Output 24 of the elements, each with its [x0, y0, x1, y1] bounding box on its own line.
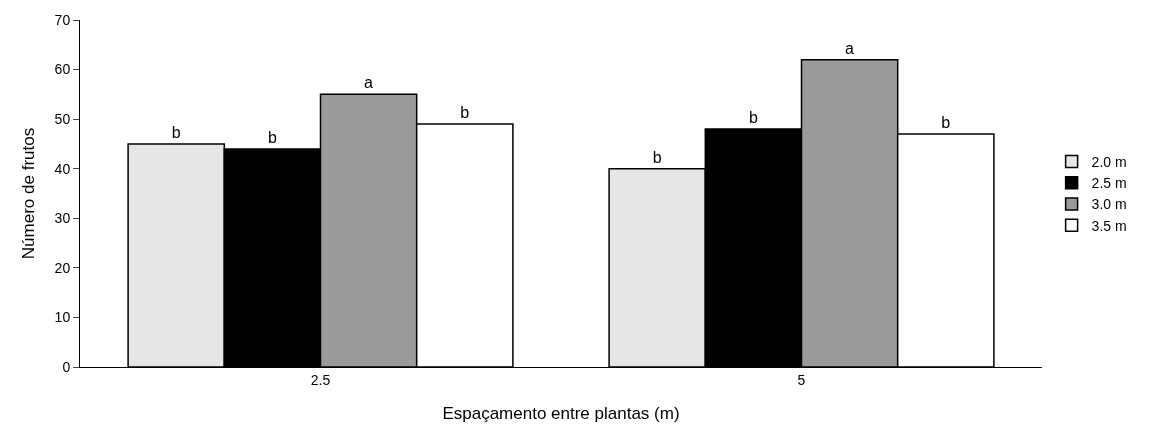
- legend-label: 3.0 m: [1091, 196, 1127, 213]
- x-tick-label: 2.5: [310, 371, 331, 388]
- data-label: b: [171, 123, 181, 141]
- y-tick-label: 10: [54, 309, 71, 326]
- data-label: a: [845, 39, 855, 57]
- y-tick-label: 20: [54, 259, 71, 276]
- y-tick-label: 50: [54, 111, 71, 128]
- data-label: b: [748, 109, 758, 127]
- y-tick-label: 60: [54, 61, 71, 78]
- y-tick-label: 40: [54, 160, 71, 177]
- y-tick-label: 70: [54, 11, 71, 28]
- data-label: b: [460, 104, 470, 122]
- legend-label: 3.5 m: [1091, 217, 1127, 234]
- data-label: b: [267, 128, 277, 146]
- legend-label: 2.0 m: [1091, 154, 1127, 171]
- x-axis-title: Espaçamento entre plantas (m): [442, 404, 680, 424]
- legend-label: 2.5 m: [1091, 175, 1127, 192]
- y-tick-label: 0: [62, 358, 71, 375]
- y-tick-label: 30: [54, 210, 71, 227]
- y-axis-title: Número de frutos: [19, 127, 39, 260]
- data-label: b: [652, 148, 662, 166]
- data-label: a: [364, 74, 374, 92]
- x-tick-label: 5: [797, 371, 806, 388]
- data-label: b: [941, 114, 951, 132]
